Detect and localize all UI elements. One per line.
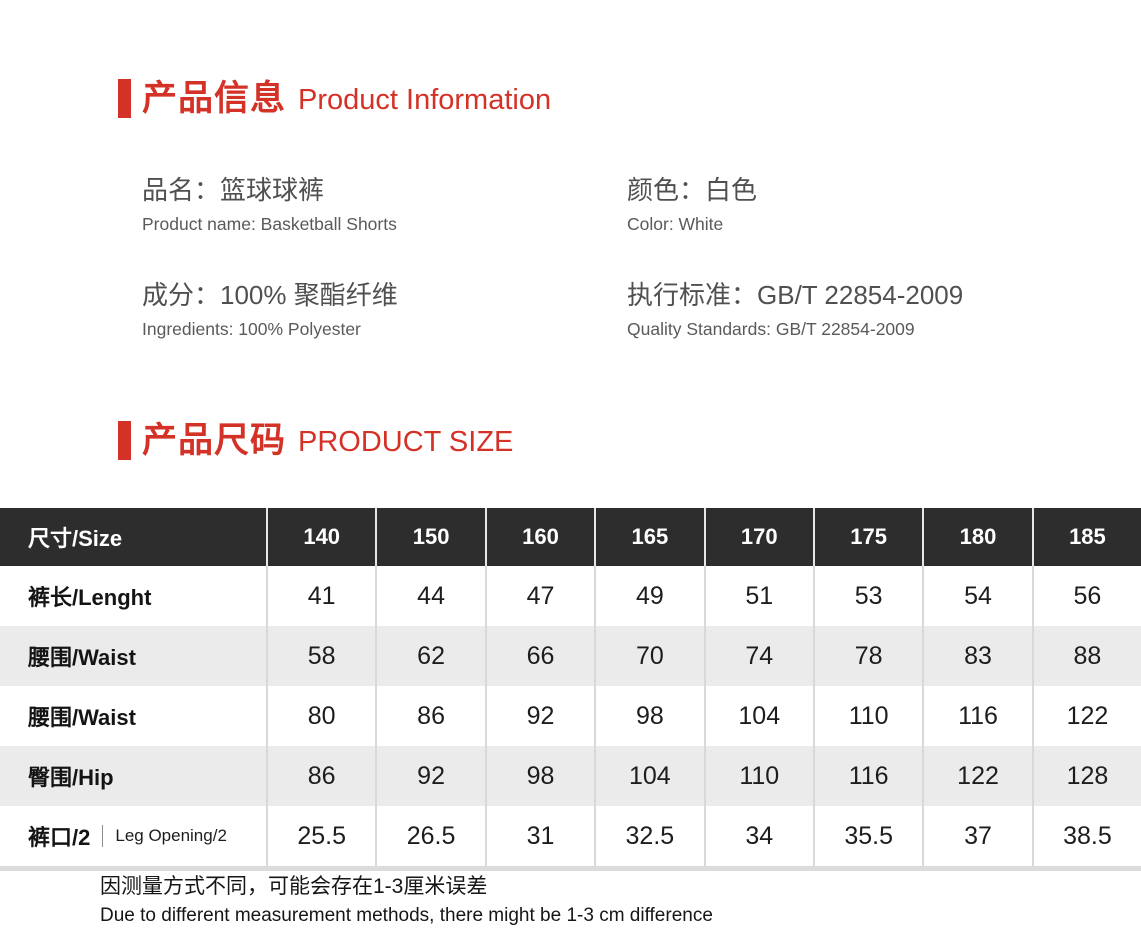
table-cell: 34 — [703, 806, 813, 866]
table-cell: 92 — [484, 686, 594, 746]
size-column-header-170: 170 — [703, 508, 813, 566]
table-cell: 86 — [266, 746, 375, 806]
table-cell: 80 — [266, 686, 375, 746]
table-cell: 47 — [484, 566, 594, 626]
product-info-section-header: 产品信息 Product Information — [118, 79, 551, 118]
red-accent-bar — [118, 79, 131, 118]
table-cell: 122 — [922, 746, 1031, 806]
row-label-zh: 裤口/2 — [28, 825, 91, 850]
table-cell: 74 — [703, 626, 813, 686]
field-quality-standards-en: Quality Standards: GB/T 22854-2009 — [627, 318, 915, 339]
table-cell: 38.5 — [1031, 806, 1141, 866]
size-column-header-140: 140 — [266, 508, 375, 566]
table-cell: 58 — [266, 626, 375, 686]
table-cell: 54 — [922, 566, 1031, 626]
table-cell: 98 — [484, 746, 594, 806]
table-cell: 31 — [484, 806, 594, 866]
table-row-waist-1: 腰围/Waist 58 62 66 70 74 78 83 88 — [0, 626, 1141, 686]
table-cell: 116 — [922, 686, 1031, 746]
measurement-note: 因测量方式不同，可能会存在1-3厘米误差 Due to different me… — [100, 874, 713, 928]
table-cell: 83 — [922, 626, 1031, 686]
size-column-header-185: 185 — [1031, 508, 1141, 566]
field-color: 颜色：白色 Color: White — [627, 175, 1102, 235]
table-row-length: 裤长/Lenght 41 44 47 49 51 53 54 56 — [0, 566, 1141, 626]
table-cell: 104 — [594, 746, 703, 806]
table-cell: 104 — [703, 686, 813, 746]
size-table-corner-cell: 尺寸/Size — [28, 526, 123, 551]
table-cell: 92 — [375, 746, 484, 806]
table-row-leg-opening: 裤口/2 Leg Opening/2 25.5 26.5 31 32.5 34 … — [0, 806, 1141, 866]
table-row-waist-2: 腰围/Waist 80 86 92 98 104 110 116 122 — [0, 686, 1141, 746]
size-column-header-180: 180 — [922, 508, 1031, 566]
field-color-en: Color: White — [627, 213, 724, 234]
table-cell: 122 — [1031, 686, 1141, 746]
size-column-header-175: 175 — [812, 508, 922, 566]
table-cell: 128 — [1031, 746, 1141, 806]
field-quality-standards-zh: 执行标准：GB/T 22854-2009 — [627, 279, 964, 310]
field-color-zh: 颜色：白色 — [627, 175, 758, 205]
table-cell: 70 — [594, 626, 703, 686]
field-product-name-zh: 品名：篮球球裤 — [142, 175, 325, 205]
field-ingredients-en: Ingredients: 100% Polyester — [142, 318, 361, 339]
table-cell: 51 — [703, 566, 813, 626]
row-label-en: Leg Opening/2 — [115, 826, 227, 845]
product-info-title-en: Product Information — [298, 84, 552, 116]
measurement-note-en: Due to different measurement methods, th… — [100, 905, 713, 927]
table-cell: 56 — [1031, 566, 1141, 626]
product-size-title-en: PRODUCT SIZE — [298, 426, 514, 458]
field-quality-standards: 执行标准：GB/T 22854-2009 Quality Standards: … — [627, 279, 1102, 340]
size-table: 尺寸/Size 140 150 160 165 170 175 180 185 … — [0, 508, 1141, 871]
product-size-title-zh: 产品尺码 — [142, 421, 287, 460]
table-cell: 98 — [594, 686, 703, 746]
table-cell: 32.5 — [594, 806, 703, 866]
table-cell: 116 — [812, 746, 922, 806]
field-product-name: 品名：篮球球裤 Product name: Basketball Shorts — [142, 175, 627, 235]
table-cell: 62 — [375, 626, 484, 686]
red-accent-bar — [118, 421, 131, 460]
table-cell: 110 — [812, 686, 922, 746]
table-cell: 26.5 — [375, 806, 484, 866]
table-cell: 78 — [812, 626, 922, 686]
field-ingredients: 成分：100% 聚酯纤维 Ingredients: 100% Polyester — [142, 279, 627, 340]
table-cell: 53 — [812, 566, 922, 626]
table-cell: 66 — [484, 626, 594, 686]
size-column-header-160: 160 — [484, 508, 594, 566]
table-cell: 86 — [375, 686, 484, 746]
table-cell: 37 — [922, 806, 1031, 866]
field-product-name-en: Product name: Basketball Shorts — [142, 213, 397, 234]
table-row-hip: 臀围/Hip 86 92 98 104 110 116 122 128 — [0, 746, 1141, 806]
row-label: 腰围/Waist — [28, 705, 136, 730]
product-size-section-header: 产品尺码 PRODUCT SIZE — [118, 421, 513, 460]
table-cell: 44 — [375, 566, 484, 626]
table-cell: 41 — [266, 566, 375, 626]
table-cell: 110 — [703, 746, 813, 806]
row-label: 腰围/Waist — [28, 645, 136, 670]
measurement-note-zh: 因测量方式不同，可能会存在1-3厘米误差 — [100, 875, 488, 898]
product-info-title-zh: 产品信息 — [142, 79, 287, 118]
table-cell: 88 — [1031, 626, 1141, 686]
row-label: 臀围/Hip — [28, 765, 114, 790]
table-cell: 49 — [594, 566, 703, 626]
product-info-grid: 品名：篮球球裤 Product name: Basketball Shorts … — [142, 175, 1102, 340]
label-divider — [102, 825, 104, 847]
table-cell: 25.5 — [266, 806, 375, 866]
row-label: 裤口/2 Leg Opening/2 — [0, 806, 266, 866]
size-column-header-165: 165 — [594, 508, 703, 566]
size-table-header-row: 尺寸/Size 140 150 160 165 170 175 180 185 — [0, 508, 1141, 566]
table-bottom-divider — [0, 866, 1141, 871]
table-cell: 35.5 — [812, 806, 922, 866]
size-column-header-150: 150 — [375, 508, 484, 566]
field-ingredients-zh: 成分：100% 聚酯纤维 — [142, 279, 398, 310]
row-label: 裤长/Lenght — [28, 585, 152, 610]
